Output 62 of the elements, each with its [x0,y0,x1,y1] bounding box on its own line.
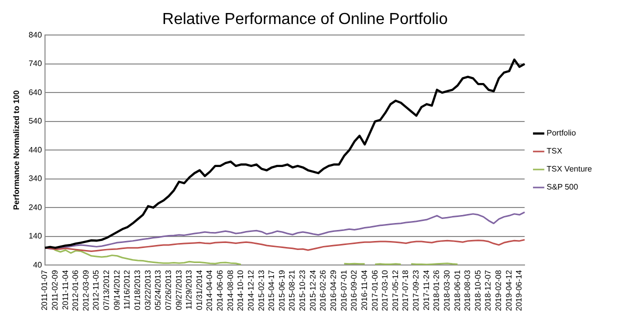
x-tick-label: 11/29/2013 [184,270,194,310]
x-tick-label: 2011-11-04 [60,270,70,310]
x-tick-label: 2019-02-08 [494,270,504,311]
y-tick-label: 740 [28,59,42,68]
x-tick-label: 2015-10-23 [298,270,308,311]
x-tick-label: 2018-12-07 [484,270,493,311]
x-tick-label: 07/13/2012 [102,270,112,310]
chart-title: Relative Performance of Online Portfolio [162,11,448,28]
y-tick-label: 640 [28,88,42,97]
x-tick-label: 2014-06-06 [216,270,225,311]
x-tick-label: 2015-04-17 [267,270,276,311]
x-tick-label: 2017-01-06 [370,270,380,311]
legend-label: Portfolio [546,128,577,138]
x-tick-label: 2016-04-29 [329,270,338,311]
x-tick-label: 2018-01-26 [432,270,442,311]
x-tick-label: 2019-06-14 [514,270,524,311]
x-tick-label: 03/22/2013 [143,270,152,310]
x-tick-label: 05/24/2013 [154,270,163,310]
x-tick-label: 2017-07-18 [401,270,410,311]
x-tick-label: 2018-06-01 [452,270,462,311]
y-tick-label: 140 [28,232,42,241]
x-tick-label: 2016-11-04 [360,270,369,310]
x-tick-label: 2014-08-08 [226,270,235,311]
x-tick-label: 2015-08-21 [288,270,297,311]
x-tick-label: 2015-06-19 [277,270,286,311]
x-tick-label: 09/14/2012 [112,270,122,310]
x-tick-label: 2017-05-12 [390,270,400,311]
y-tick-label: 40 [33,260,42,270]
x-tick-label: 2018-03-30 [442,270,452,311]
x-tick-label: 2012-01-06 [71,270,80,311]
x-tick-label: 2016-09-02 [350,270,359,311]
x-tick-label: 2014-04-04 [205,270,214,311]
legend-label: TSX Venture [546,164,593,174]
x-tick-label: 2015-02-13 [256,270,266,311]
x-tick-label: 2014-12-12 [246,270,256,311]
x-tick-label: 11/16/2012 [122,270,132,310]
x-tick-label: 2011-01-07 [40,270,50,310]
x-tick-label: 2015-12-24 [308,270,318,311]
y-axis-title: Performance Normalized to 100 [12,90,22,210]
x-tick-label: 2012-11-05 [92,270,101,310]
y-tick-label: 840 [28,30,42,40]
y-tick-label: 340 [28,174,42,184]
y-tick-label: 440 [28,145,42,154]
x-tick-label: 2016-02-26 [318,270,328,311]
legend-label: S&P 500 [546,182,579,192]
x-tick-label: 09/27/2013 [174,270,184,310]
x-tick-label: 2018-08-03 [463,270,472,311]
x-tick-label: 2018-10-05 [473,270,482,311]
y-tick-label: 240 [28,202,42,212]
x-tick-label: 2014-10-10 [236,270,246,311]
x-tick-label: 01/18/2013 [132,270,142,310]
legend-label: TSX [546,146,563,156]
x-tick-label: 2011-02-09 [50,270,60,310]
x-tick-label: 07/26/2013 [164,270,173,310]
x-tick-label: 2017-09-23 [412,270,421,311]
x-tick-label: 2012-03-09 [81,270,90,311]
x-tick-label: 2017-11-24 [422,270,431,310]
y-tick-label: 540 [28,116,42,126]
x-tick-label: 2019-04-12 [504,270,514,311]
x-tick-label: 2016-07-01 [339,270,348,311]
x-tick-label: 2017-03-10 [380,270,390,311]
x-tick-label: 01/31/2014 [194,270,204,310]
